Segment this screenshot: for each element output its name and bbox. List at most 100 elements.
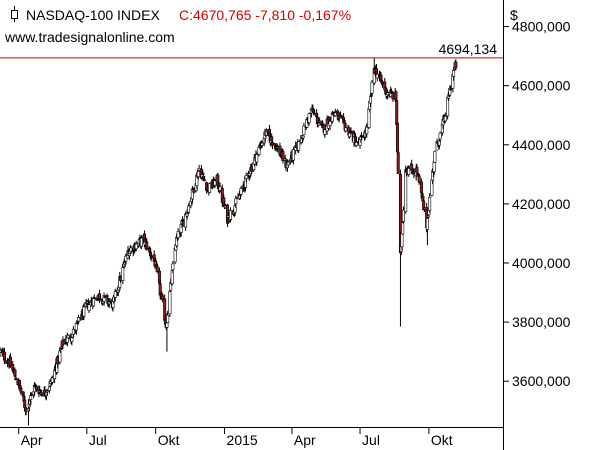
y-tick: 4600,000 bbox=[503, 78, 571, 94]
candle bbox=[71, 326, 75, 338]
y-tick-label: 3800,000 bbox=[512, 314, 571, 330]
candle bbox=[98, 289, 102, 304]
x-tick: Jul bbox=[359, 427, 380, 448]
y-tick: 4200,000 bbox=[503, 196, 571, 212]
header: NASDAQ-100 INDEX C:4670,765 -7,810 -0,16… bbox=[4, 6, 518, 45]
candle bbox=[410, 159, 414, 172]
y-tick-label: 4200,000 bbox=[512, 196, 571, 212]
y-tick-label: 4800,000 bbox=[512, 19, 571, 35]
candle bbox=[454, 59, 458, 71]
candle bbox=[102, 292, 106, 306]
candle bbox=[139, 235, 143, 249]
reference-line: 4694,134 bbox=[0, 41, 503, 59]
candle bbox=[45, 388, 49, 396]
candle bbox=[74, 322, 78, 335]
candle bbox=[11, 360, 15, 372]
y-tick-label: 4600,000 bbox=[512, 78, 571, 94]
candle bbox=[166, 310, 170, 324]
candle bbox=[443, 112, 447, 123]
candle bbox=[145, 237, 149, 251]
currency-symbol: $ bbox=[510, 7, 518, 23]
source-text: www.tradesignalonline.com bbox=[4, 29, 175, 45]
candle bbox=[213, 179, 217, 189]
y-tick: 4400,000 bbox=[503, 137, 571, 153]
candle bbox=[134, 240, 138, 252]
candle bbox=[113, 288, 117, 301]
candle bbox=[155, 263, 159, 274]
candle bbox=[328, 116, 332, 130]
candle bbox=[333, 108, 337, 117]
x-tick: 2015 bbox=[224, 427, 258, 448]
reference-line-label: 4694,134 bbox=[439, 41, 498, 57]
candle bbox=[401, 221, 405, 235]
candle bbox=[270, 133, 274, 143]
candle bbox=[201, 170, 205, 176]
candle bbox=[82, 303, 86, 321]
candle bbox=[395, 121, 399, 155]
candle bbox=[87, 300, 91, 314]
y-axis-ticks: 3600,000 3800,000 4000,000 4200,000 4400,000… bbox=[503, 19, 571, 389]
candle bbox=[3, 356, 7, 365]
candle bbox=[196, 170, 200, 180]
candle bbox=[318, 117, 322, 124]
candle bbox=[208, 182, 212, 194]
candle bbox=[370, 80, 374, 97]
y-tick-label: 4400,000 bbox=[512, 137, 571, 153]
candle bbox=[369, 93, 373, 108]
quote-text: C:4670,765 -7,810 -0,167% bbox=[179, 7, 351, 23]
instrument-name: NASDAQ-100 INDEX bbox=[26, 7, 160, 23]
candle bbox=[407, 165, 411, 177]
candle bbox=[255, 152, 259, 167]
candle bbox=[8, 353, 12, 368]
candle bbox=[29, 391, 33, 405]
candle bbox=[448, 85, 452, 97]
candle bbox=[426, 214, 430, 219]
x-tick: Okt bbox=[155, 427, 180, 448]
candle bbox=[50, 375, 54, 385]
candle bbox=[449, 85, 453, 91]
candle bbox=[433, 150, 437, 164]
candle bbox=[297, 140, 301, 154]
candle bbox=[103, 295, 107, 299]
candle bbox=[281, 149, 285, 164]
candle bbox=[428, 193, 432, 213]
candle bbox=[401, 206, 405, 224]
candle bbox=[13, 367, 17, 378]
candle bbox=[202, 176, 206, 182]
candle bbox=[168, 290, 172, 318]
candle bbox=[307, 112, 311, 126]
x-tick-label: Jul bbox=[89, 432, 107, 448]
y-tick: 3800,000 bbox=[503, 314, 571, 330]
x-tick: Jul bbox=[86, 427, 107, 448]
x-tick-label: Apr bbox=[21, 432, 43, 448]
candle bbox=[339, 111, 343, 118]
candle bbox=[354, 137, 358, 148]
candle bbox=[92, 294, 96, 299]
candle bbox=[171, 261, 175, 274]
candle bbox=[301, 135, 305, 142]
candle bbox=[239, 186, 243, 197]
candle bbox=[121, 263, 125, 285]
candle bbox=[244, 172, 248, 182]
y-tick: 3600,000 bbox=[503, 373, 571, 389]
candle bbox=[70, 336, 74, 346]
candle bbox=[234, 195, 238, 209]
candle bbox=[425, 209, 429, 246]
candle bbox=[19, 386, 23, 395]
candle bbox=[260, 140, 264, 149]
candle bbox=[323, 129, 327, 138]
x-tick: Apr bbox=[291, 427, 316, 448]
x-tick-label: Okt bbox=[431, 432, 453, 448]
x-tick-label: Apr bbox=[294, 432, 316, 448]
y-tick-label: 3600,000 bbox=[512, 373, 571, 389]
candle bbox=[417, 174, 421, 185]
candle bbox=[14, 374, 18, 381]
y-tick-label: 4000,000 bbox=[512, 255, 571, 271]
y-tick: 4000,000 bbox=[503, 255, 571, 271]
x-tick-label: 2015 bbox=[227, 432, 258, 448]
x-tick-label: Okt bbox=[158, 432, 180, 448]
x-tick-label: Jul bbox=[362, 432, 380, 448]
candle bbox=[176, 228, 180, 241]
candle bbox=[124, 253, 128, 265]
